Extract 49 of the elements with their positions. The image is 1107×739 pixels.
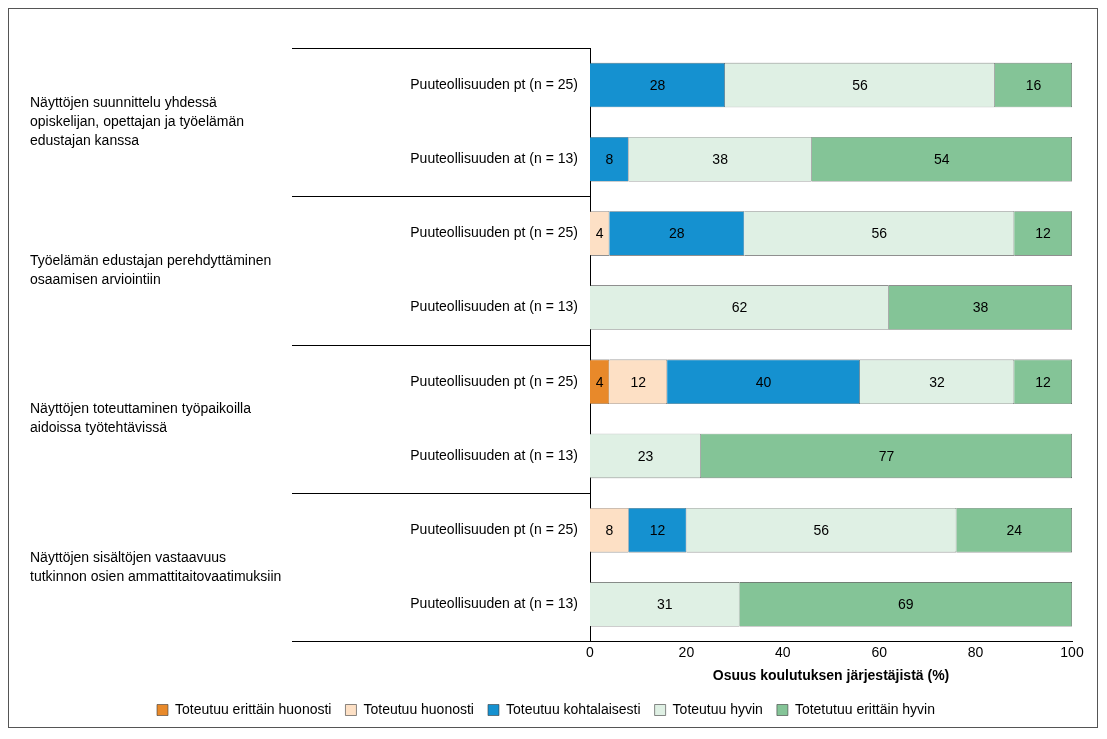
data-label: 54 <box>934 151 950 168</box>
x-tick-label: 40 <box>775 643 791 660</box>
data-label: 38 <box>712 151 729 168</box>
text: Näyttöjen sisältöjen vastaavuus tutkinnon osien ammattitaitovaatimuksiin <box>30 548 282 584</box>
data-label: 32 <box>929 373 946 390</box>
y-tick-label: Puuteollisuuden at (n = 13) <box>410 595 578 612</box>
x-tick-label: 60 <box>871 643 888 660</box>
data-label: 12 <box>1035 373 1052 390</box>
data-label: 16 <box>1025 76 1042 93</box>
data-label: 24 <box>1006 522 1023 538</box>
data-label: 62 <box>731 299 748 316</box>
data-label: 40 <box>755 373 772 390</box>
legend-label: Toteutuu hyvin <box>672 700 763 717</box>
data-label: 56 <box>813 522 830 538</box>
y-tick-label: Puuteollisuuden at (n = 13) <box>410 446 578 463</box>
y-tick-label: Puuteollisuuden at (n = 13) <box>410 150 578 167</box>
data-label: 23 <box>637 447 654 464</box>
data-label: 77 <box>878 447 895 464</box>
y-tick-label: Puuteollisuuden pt (n = 25) <box>410 521 578 537</box>
y-tick-label: Puuteollisuuden pt (n = 25) <box>410 224 578 241</box>
x-tick-label: 80 <box>967 643 984 660</box>
data-label: 38 <box>972 299 989 316</box>
text: Työelämän edustajan perehdyttäminen osaamisen arviointiin <box>30 251 272 287</box>
data-label: 12 <box>649 522 666 538</box>
text: Näyttöjen suunnittelu yhdessä opiskelijan, opettajan ja työelämän edustajan kanssa <box>30 94 245 149</box>
x-tick-label: 0 <box>586 643 595 660</box>
data-label: 28 <box>668 225 685 242</box>
legend-label: Toteutuu huonosti <box>363 700 474 717</box>
legend-label: Toteutuu erittäin huonosti <box>175 700 332 717</box>
data-label: 28 <box>649 76 666 93</box>
text: Näyttöjen toteuttaminen työpaikoilla aidoissa työtehtävissä <box>30 400 252 436</box>
data-label: 4 <box>595 225 604 242</box>
x-axis-title: Osuus koulutuksen järjestäjistä (%) <box>712 667 950 684</box>
y-tick-label: Puuteollisuuden pt (n = 25) <box>410 372 578 389</box>
y-tick-label: Puuteollisuuden pt (n = 25) <box>410 75 578 92</box>
legend-label: Totetutuu erittäin hyvin <box>794 700 935 717</box>
x-tick-label: 100 <box>1060 643 1084 660</box>
data-label: 8 <box>605 151 614 168</box>
data-label: 4 <box>595 373 604 390</box>
y-tick-label: Puuteollisuuden at (n = 13) <box>410 298 578 315</box>
data-label: 56 <box>871 225 888 242</box>
data-label: 8 <box>605 522 614 538</box>
data-label: 12 <box>1035 225 1052 242</box>
data-label: 69 <box>897 596 914 613</box>
data-label: 56 <box>852 76 868 93</box>
data-label: 31 <box>656 596 673 613</box>
x-tick-label: 20 <box>678 643 695 660</box>
legend-label: Toteutuu kohtalaisesti <box>505 700 641 717</box>
data-label: 12 <box>630 373 647 390</box>
